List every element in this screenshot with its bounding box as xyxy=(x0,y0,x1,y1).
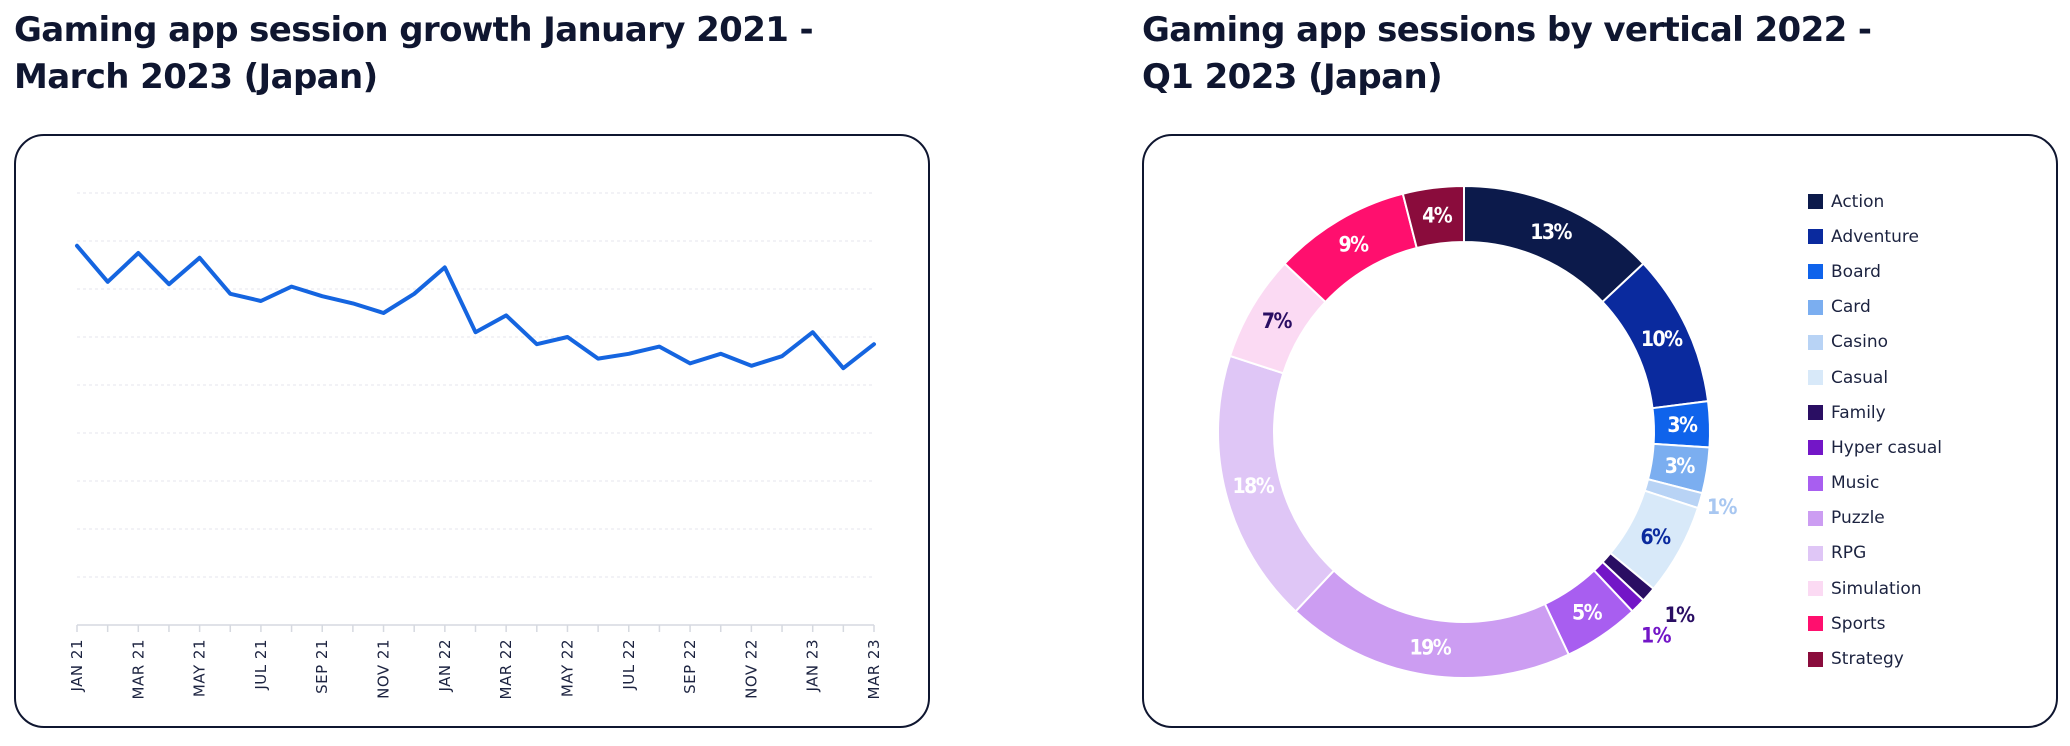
donut-slice xyxy=(1294,569,1571,679)
donut-chart-title: Gaming app sessions by vertical 2022 - Q… xyxy=(1142,10,1872,97)
legend-item: Casual xyxy=(1808,360,1942,395)
legend-swatch xyxy=(1808,475,1823,491)
legend-label: Music xyxy=(1831,473,1880,494)
legend-label: Strategy xyxy=(1831,649,1904,670)
donut-chart: 13%10%3%3%1%6%1%1%5%19%18%7%9%4% xyxy=(1217,184,1739,679)
x-tick-label: MAR 23 xyxy=(865,639,883,699)
legend-label: Action xyxy=(1831,191,1885,212)
legend-swatch xyxy=(1808,299,1823,315)
slice-label: 5% xyxy=(1572,600,1603,624)
legend-swatch xyxy=(1808,405,1823,421)
x-tick-label: JAN 22 xyxy=(436,639,454,693)
legend-label: Card xyxy=(1831,297,1871,318)
legend-item: RPG xyxy=(1808,536,1942,571)
right-panel: Gaming app sessions by vertical 2022 - Q… xyxy=(1142,0,2058,728)
legend-label: Adventure xyxy=(1831,226,1919,247)
legend-label: Casual xyxy=(1831,367,1889,388)
legend-swatch xyxy=(1808,334,1823,350)
legend-label: Casino xyxy=(1831,332,1889,353)
x-tick-label: JAN 23 xyxy=(804,639,822,693)
slice-label: 1% xyxy=(1707,495,1738,519)
slice-label: 10% xyxy=(1641,327,1683,351)
legend-item: Simulation xyxy=(1808,571,1942,606)
legend-item: Puzzle xyxy=(1808,501,1942,536)
x-tick-label: MAR 21 xyxy=(129,639,147,699)
legend-swatch xyxy=(1808,194,1823,210)
slice-label: 9% xyxy=(1338,232,1369,256)
legend-label: Family xyxy=(1831,402,1886,423)
legend-item: Hyper casual xyxy=(1808,430,1942,465)
legend-label: RPG xyxy=(1831,543,1867,564)
legend-swatch xyxy=(1808,264,1823,280)
slice-label: 3% xyxy=(1667,413,1698,437)
slice-label: 18% xyxy=(1232,474,1274,498)
legend-item: Casino xyxy=(1808,325,1942,360)
legend-swatch xyxy=(1808,581,1823,597)
left-panel: Gaming app session growth January 2021 -… xyxy=(14,0,934,728)
legend-item: Adventure xyxy=(1808,219,1942,254)
legend-item: Music xyxy=(1808,466,1942,501)
slice-label: 1% xyxy=(1664,603,1695,627)
legend-label: Sports xyxy=(1831,613,1886,634)
x-tick-label: JAN 21 xyxy=(68,639,86,693)
donut-slice xyxy=(1463,184,1645,304)
legend-item: Sports xyxy=(1808,606,1942,641)
donut-legend: Action Adventure Board Card Casino Casual Fami… xyxy=(1808,184,1942,677)
x-tick-label: JUL 21 xyxy=(252,639,270,691)
legend-item: Family xyxy=(1808,395,1942,430)
series-line xyxy=(75,243,876,371)
slice-label: 3% xyxy=(1665,454,1696,478)
x-tick-label: NOV 21 xyxy=(375,639,393,699)
x-tick-label: SEP 22 xyxy=(681,639,699,694)
legend-label: Simulation xyxy=(1831,578,1922,599)
legend-item: Card xyxy=(1808,290,1942,325)
legend-item: Board xyxy=(1808,254,1942,289)
x-tick-label: MAY 21 xyxy=(191,639,209,697)
legend-swatch xyxy=(1808,616,1823,632)
legend-label: Puzzle xyxy=(1831,508,1885,529)
slice-label: 7% xyxy=(1262,309,1293,333)
legend-swatch xyxy=(1808,651,1823,667)
legend-item: Strategy xyxy=(1808,641,1942,676)
legend-label: Hyper casual xyxy=(1831,437,1943,458)
x-tick-label: MAY 22 xyxy=(558,639,576,697)
slice-label: 1% xyxy=(1641,624,1672,648)
line-chart-title: Gaming app session growth January 2021 -… xyxy=(14,10,814,97)
slice-label: 6% xyxy=(1640,525,1671,549)
x-tick-label: MAR 22 xyxy=(497,639,515,699)
line-chart-card: JAN 21 MAR 21 MAY 21 JUL 21 SEP 21 NOV 21 JAN … xyxy=(14,134,930,728)
x-tick-label: SEP 21 xyxy=(313,639,331,694)
legend-label: Board xyxy=(1831,261,1881,282)
legend-swatch xyxy=(1808,370,1823,386)
x-tick-label: JUL 22 xyxy=(620,639,638,691)
x-tick-label: NOV 22 xyxy=(742,639,760,699)
legend-swatch xyxy=(1808,229,1823,245)
slice-label: 19% xyxy=(1410,635,1452,659)
slice-label: 4% xyxy=(1422,204,1453,228)
legend-swatch xyxy=(1808,510,1823,526)
slice-label: 13% xyxy=(1530,220,1572,244)
donut-slice xyxy=(1401,184,1465,250)
donut-chart-card: 13% 10% 3% 3% 1% 6% 1% 1% 5% 19% 18% 7% 9% 4% Action A… xyxy=(1142,134,2058,728)
legend-item: Action xyxy=(1808,184,1942,219)
legend-swatch xyxy=(1808,545,1823,561)
legend-swatch xyxy=(1808,440,1823,456)
line-chart: JAN 21 MAR 21 MAY 21 JUL 21 SEP 21 NOV 21 JAN … xyxy=(68,192,883,699)
